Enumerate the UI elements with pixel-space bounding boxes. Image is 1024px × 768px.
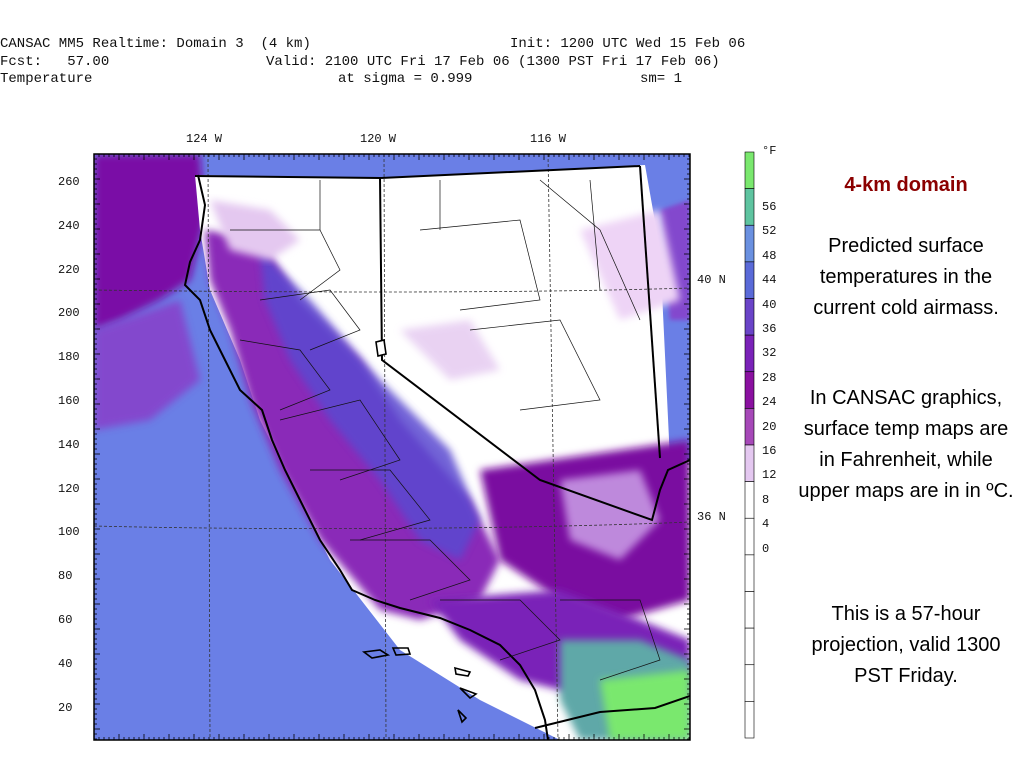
legend-label: 0 (762, 541, 770, 556)
legend-swatch (744, 627, 755, 666)
header-field: Temperature (0, 71, 93, 87)
y-axis-label: 40 (58, 656, 73, 671)
legend-label: 56 (762, 200, 777, 214)
y-axis-label: 200 (58, 306, 80, 321)
y-axis-label: 220 (58, 262, 80, 277)
y-axis-label: 140 (58, 437, 80, 452)
header-title: CANSAC MM5 Realtime: Domain 3 (4 km) (0, 36, 311, 52)
y-axis-label: 60 (58, 613, 73, 627)
legend-label: 40 (762, 297, 777, 312)
header-sigma: at sigma = 0.999 (338, 71, 473, 87)
legend-label: 16 (762, 444, 777, 458)
legend-label: 4 (762, 517, 770, 532)
lat-label-36n: 36 N (697, 510, 726, 524)
y-axis-label: 120 (58, 481, 80, 496)
y-axis-label: 20 (58, 700, 73, 715)
legend-swatch (744, 591, 755, 629)
lon-label-116w: 116 W (530, 132, 567, 146)
y-axis-label: 100 (58, 525, 80, 540)
legend-swatch (744, 224, 755, 263)
legend-swatch (744, 371, 755, 409)
sidebar-para3: This is a 57-hour projection, valid 1300… (811, 603, 1001, 687)
lon-label-124w: 124 W (186, 132, 223, 146)
lon-label-120w: 120 W (360, 132, 397, 146)
lat-label-40n: 40 N (697, 273, 726, 287)
sidebar-para1: Predicted surface temperatures in the cu… (813, 235, 999, 319)
legend-unit: °F (762, 144, 777, 158)
sidebar-title: 4-km domain (844, 174, 968, 196)
y-axis-label: 240 (58, 218, 80, 233)
legend-label: 52 (762, 224, 777, 239)
legend-label: 28 (762, 370, 777, 385)
legend-swatch (744, 408, 755, 446)
temperature-legend (744, 151, 755, 739)
legend-label: 12 (762, 468, 777, 483)
legend-swatch (744, 334, 755, 373)
header-forecast: Fcst: 57.00 (0, 54, 110, 70)
legend-label: 48 (762, 248, 777, 263)
legend-swatch (744, 481, 755, 519)
legend-swatch (744, 554, 755, 592)
y-axis-label: 180 (58, 350, 80, 365)
legend-label: 8 (762, 492, 770, 507)
y-axis-label: 80 (58, 569, 73, 584)
y-axis-label: 260 (58, 175, 80, 189)
legend-swatch (744, 517, 755, 556)
sidebar-para2: In CANSAC graphics, surface temp maps ar… (798, 387, 1014, 502)
legend-swatch (744, 664, 755, 702)
legend-label: 36 (762, 322, 777, 336)
legend-label: 44 (762, 273, 777, 288)
legend-swatch (744, 444, 755, 482)
legend-swatch (744, 151, 755, 189)
legend-label: 20 (762, 419, 777, 434)
legend-swatch (744, 701, 755, 739)
legend-swatch (744, 261, 755, 299)
y-axis-label: 160 (58, 394, 80, 408)
header-smoothing: sm= 1 (640, 71, 683, 87)
legend-label: 24 (762, 395, 777, 410)
header-valid: Valid: 2100 UTC Fri 17 Feb 06 (1300 PST … (266, 54, 720, 70)
legend-swatch (744, 298, 755, 336)
legend-swatch (744, 188, 755, 226)
header-init: Init: 1200 UTC Wed 15 Feb 06 (510, 36, 746, 52)
legend-label: 32 (762, 346, 777, 361)
